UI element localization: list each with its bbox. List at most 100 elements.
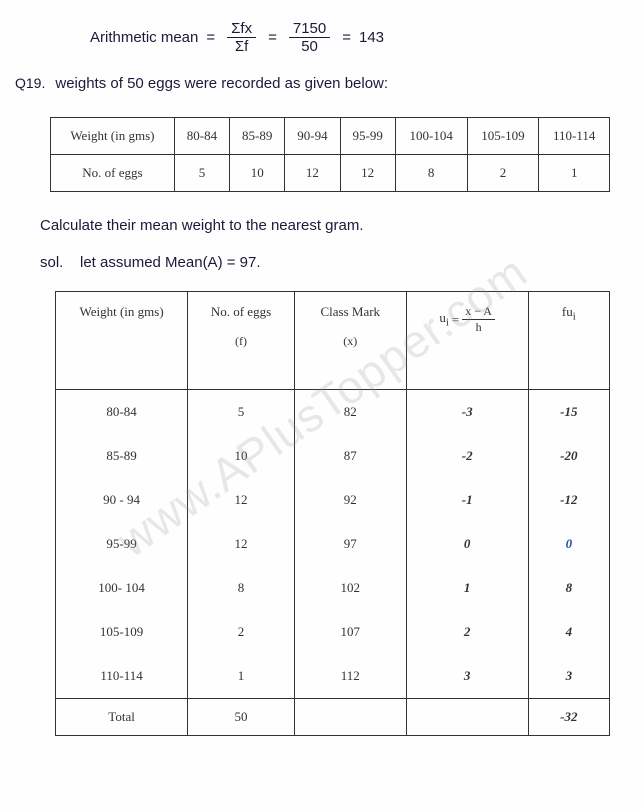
header-fui: fui (528, 292, 609, 390)
header-eggs: No. of eggs (f) (188, 292, 295, 390)
cell-value: 82 (294, 390, 406, 435)
ui-fraction: x − A h (462, 304, 495, 335)
cell-value: -20 (528, 434, 609, 478)
frac-num: 7150 (289, 20, 330, 38)
header-range: 80-84 (174, 118, 229, 155)
table-data-row: No. of eggs 5 10 12 12 8 2 1 (51, 155, 610, 192)
cell-value: 1 (188, 654, 295, 699)
table-row: 105-109210724 (56, 610, 610, 654)
cell-value: 112 (294, 654, 406, 699)
cell-value: 95-99 (56, 522, 188, 566)
equals-sign: = (342, 29, 351, 46)
cell-value: 1 (406, 566, 528, 610)
header-classmark: Class Mark (x) (294, 292, 406, 390)
frac-den: h (473, 320, 485, 335)
calculate-instruction: Calculate their mean weight to the neare… (40, 217, 613, 234)
equals-sign: = (268, 29, 277, 46)
header-text: Class Mark (320, 304, 380, 319)
cell-value: 2 (406, 610, 528, 654)
calculation-table: Weight (in gms) No. of eggs (f) Class Mar… (55, 291, 610, 736)
cell-value: -15 (528, 390, 609, 435)
u-symbol: ui (439, 310, 449, 329)
table-header-row: Weight (in gms) No. of eggs (f) Class Mar… (56, 292, 610, 390)
header-text: No. of eggs (211, 304, 271, 319)
header-sub: (f) (194, 334, 288, 349)
cell-value: 107 (294, 610, 406, 654)
question-line: Q19. weights of 50 eggs were recorded as… (30, 75, 613, 92)
cell-value: 3 (528, 654, 609, 699)
table-row: 80-84582-3-15 (56, 390, 610, 435)
cell-value: 1 (539, 155, 610, 192)
cell-value: 3 (406, 654, 528, 699)
equals-sign: = (206, 29, 215, 46)
cell-value: 105-109 (56, 610, 188, 654)
cell-value: 85-89 (56, 434, 188, 478)
frac-den: Σf (231, 38, 252, 55)
cell-value: 92 (294, 478, 406, 522)
total-empty (294, 699, 406, 736)
cell-value: -2 (406, 434, 528, 478)
cell-value: 5 (174, 155, 229, 192)
table-row: 85-891087-2-20 (56, 434, 610, 478)
header-text: Weight (in gms) (79, 304, 163, 319)
table-row: 95-99129700 (56, 522, 610, 566)
frac-den: 50 (297, 38, 322, 55)
frac-num: Σfx (227, 20, 256, 38)
total-empty (406, 699, 528, 736)
cell-value: 8 (188, 566, 295, 610)
cell-value: 8 (528, 566, 609, 610)
question-label: Q19. (15, 75, 45, 92)
cell-value: 2 (467, 155, 539, 192)
header-range: 85-89 (230, 118, 285, 155)
cell-value: 90 - 94 (56, 478, 188, 522)
solution-assumption: let assumed Mean(A) = 97. (80, 254, 613, 271)
total-fu: -32 (528, 699, 609, 736)
cell-value: -1 (406, 478, 528, 522)
cell-value: 97 (294, 522, 406, 566)
total-label: Total (56, 699, 188, 736)
cell-value: -3 (406, 390, 528, 435)
cell-value: 80-84 (56, 390, 188, 435)
cell-value: 8 (395, 155, 467, 192)
table-row: 90 - 941292-1-12 (56, 478, 610, 522)
cell-value: 5 (188, 390, 295, 435)
cell-value: 0 (406, 522, 528, 566)
cell-value: 100- 104 (56, 566, 188, 610)
cell-value: 12 (340, 155, 395, 192)
cell-value: 10 (230, 155, 285, 192)
cell-value: 110-114 (56, 654, 188, 699)
question-text: weights of 50 eggs were recorded as give… (55, 75, 388, 92)
header-text: fu (562, 304, 573, 319)
total-row: Total 50 -32 (56, 699, 610, 736)
header-sub: i (573, 311, 576, 323)
cell-value: 12 (285, 155, 340, 192)
weights-table: Weight (in gms) 80-84 85-89 90-94 95-99 … (50, 117, 610, 192)
formula-label: Arithmetic mean (90, 29, 198, 46)
cell-value: 4 (528, 610, 609, 654)
header-sub: (x) (301, 334, 400, 349)
header-weight: Weight (in gms) (56, 292, 188, 390)
arithmetic-mean-formula: Arithmetic mean = Σfx Σf = 7150 50 = 143 (90, 20, 613, 55)
equals: = (452, 312, 459, 328)
cell-value: 10 (188, 434, 295, 478)
table-row: 100- 104810218 (56, 566, 610, 610)
cell-value: 2 (188, 610, 295, 654)
fraction-values: 7150 50 (289, 20, 330, 55)
header-range: 90-94 (285, 118, 340, 155)
solution-label: sol. (40, 254, 63, 271)
formula-result: 143 (359, 29, 384, 46)
header-weight: Weight (in gms) (51, 118, 175, 155)
cell-value: 102 (294, 566, 406, 610)
fraction-sigma: Σfx Σf (227, 20, 256, 55)
cell-value: -12 (528, 478, 609, 522)
header-range: 105-109 (467, 118, 539, 155)
ui-formula: ui = x − A h (439, 304, 495, 335)
cell-value: 12 (188, 478, 295, 522)
header-range: 95-99 (340, 118, 395, 155)
cell-value: 87 (294, 434, 406, 478)
table-row: 110-114111233 (56, 654, 610, 699)
header-ui: ui = x − A h (406, 292, 528, 390)
header-range: 110-114 (539, 118, 610, 155)
row-label: No. of eggs (51, 155, 175, 192)
cell-value: 0 (528, 522, 609, 566)
